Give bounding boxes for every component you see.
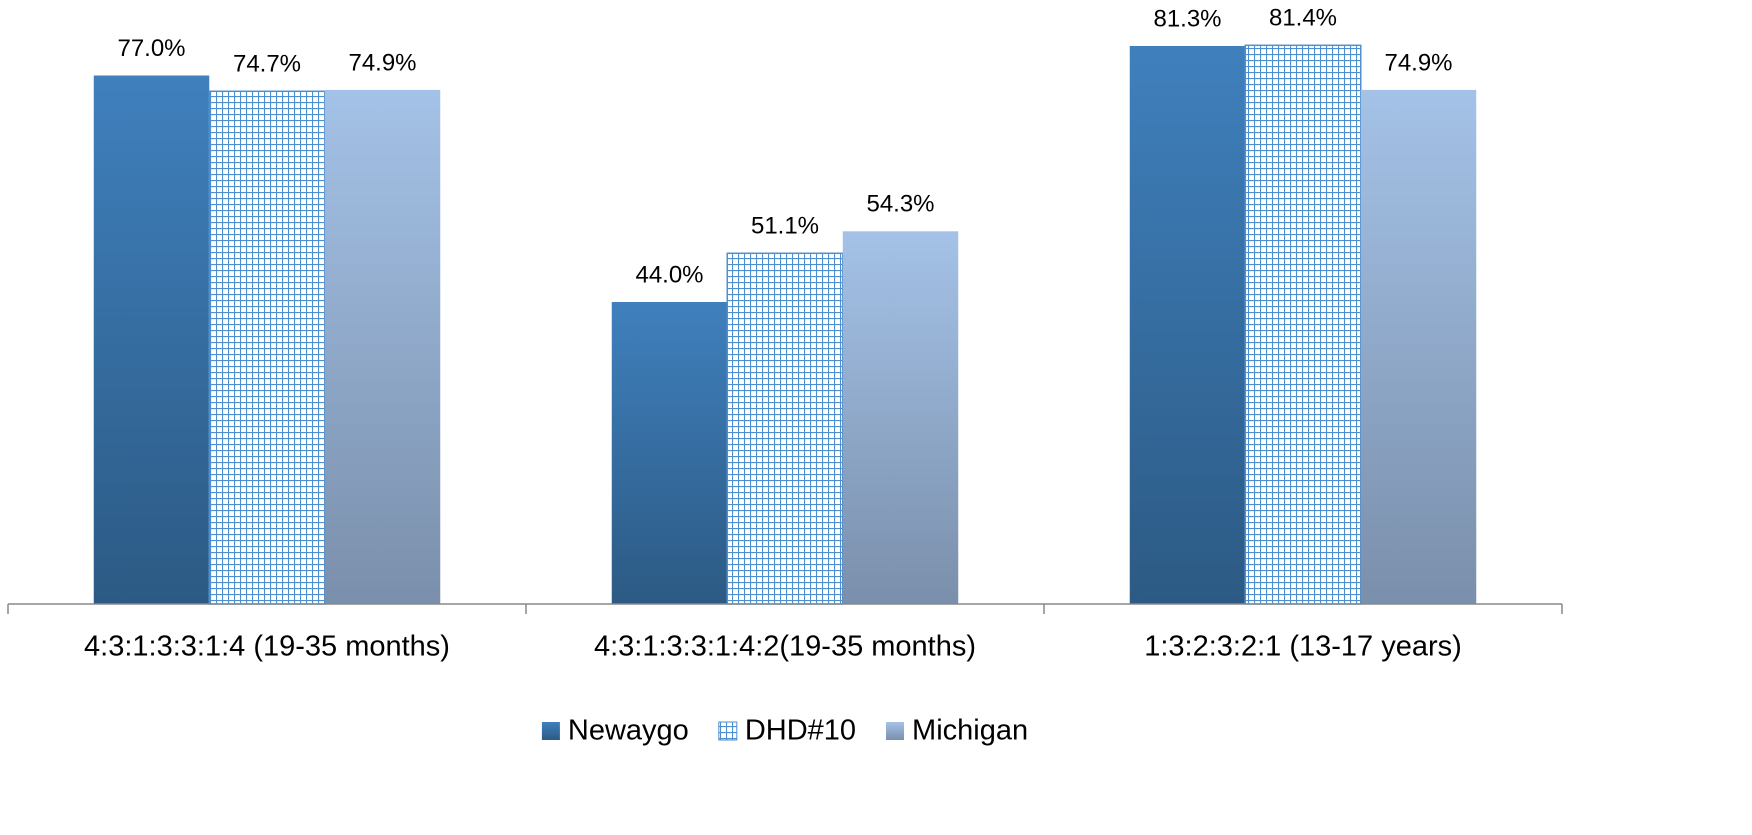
legend-label: Michigan bbox=[912, 715, 1028, 747]
bar bbox=[93, 75, 210, 604]
legend-swatch bbox=[541, 722, 560, 740]
bar bbox=[1244, 44, 1362, 605]
bar bbox=[726, 252, 844, 605]
bar bbox=[611, 302, 728, 604]
bar bbox=[1129, 45, 1246, 604]
legend-label: DHD#10 bbox=[745, 715, 856, 747]
value-label: 77.0% bbox=[117, 35, 185, 62]
bar bbox=[208, 90, 326, 605]
x-tick-label: 1:3:2:3:2:1 (13-17 years) bbox=[1144, 631, 1462, 663]
value-label: 74.9% bbox=[1384, 49, 1452, 76]
value-label: 74.7% bbox=[233, 51, 301, 78]
x-tick-label: 4:3:1:3:3:1:4 (19-35 months) bbox=[84, 631, 450, 663]
x-tick-label: 4:3:1:3:3:1:4:2(19-35 months) bbox=[594, 631, 976, 663]
value-label: 74.9% bbox=[348, 49, 416, 76]
value-label: 44.0% bbox=[635, 261, 703, 288]
bar bbox=[1360, 89, 1477, 604]
value-label: 54.3% bbox=[866, 191, 934, 218]
value-label: 81.3% bbox=[1153, 5, 1221, 32]
value-label: 81.4% bbox=[1269, 5, 1337, 32]
legend-label: Newaygo bbox=[568, 715, 689, 747]
legend-swatch bbox=[886, 722, 905, 740]
value-label: 51.1% bbox=[751, 213, 819, 240]
bar bbox=[324, 89, 441, 604]
legend-swatch bbox=[718, 721, 738, 741]
bar bbox=[842, 231, 959, 604]
